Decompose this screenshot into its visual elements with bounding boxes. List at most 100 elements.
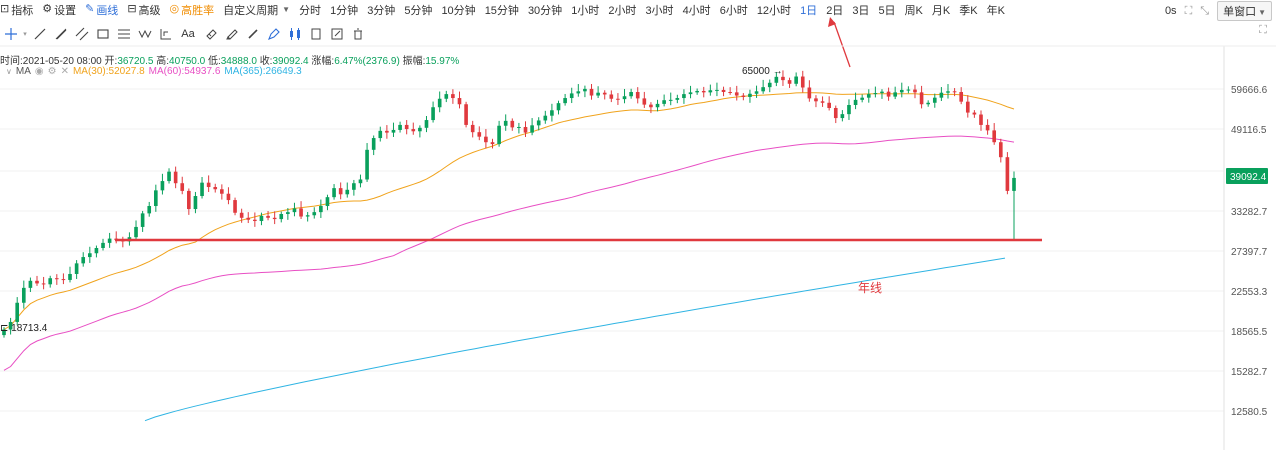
candle-body: [101, 242, 105, 249]
draw-pen-icon[interactable]: [263, 24, 284, 45]
period-tab[interactable]: 周K: [904, 4, 923, 17]
text-tool-icon[interactable]: Aa: [181, 28, 195, 40]
candle-body: [253, 219, 257, 222]
period-tab[interactable]: 月K: [931, 4, 951, 17]
candle-body: [913, 89, 917, 93]
measure-icon[interactable]: [155, 24, 176, 45]
fullscreen-corner-icon[interactable]: ⛶: [1259, 24, 1267, 36]
candle-body: [655, 103, 660, 108]
period-tab[interactable]: 6小时: [719, 4, 748, 17]
period-tab[interactable]: 30分钟: [527, 4, 563, 17]
candle-body: [94, 248, 99, 254]
target-icon: ◎: [169, 3, 180, 15]
period-tab[interactable]: 1小时: [571, 4, 600, 17]
chevron-down-icon: ▼: [282, 5, 291, 14]
pencil-icon: ✎: [85, 3, 95, 15]
period-tab[interactable]: 2日: [826, 4, 844, 17]
winrate-button[interactable]: ◎ 高胜率: [169, 3, 215, 17]
period-tabs: 分时 1分钟 3分钟 5分钟 10分钟 15分钟 30分钟 1小时 2小时 3小时 4小时 6小时 12…: [299, 2, 1014, 18]
candle-body: [358, 179, 363, 184]
trash-icon[interactable]: [347, 24, 368, 45]
candle-type-icon[interactable]: [284, 24, 305, 45]
period-tab[interactable]: 5分钟: [404, 4, 433, 17]
period-tab[interactable]: 季K: [959, 4, 978, 17]
close-icon[interactable]: ✕: [60, 66, 69, 77]
caret-small-icon[interactable]: ▾: [23, 31, 27, 38]
period-tab[interactable]: 5日: [878, 4, 896, 17]
fullscreen-icon[interactable]: ⛶: [1184, 4, 1193, 17]
collapse-icon[interactable]: ∨: [6, 67, 12, 76]
advanced-button[interactable]: ⊟ 高级: [127, 3, 161, 17]
magnet-icon[interactable]: [200, 24, 221, 45]
period-tab[interactable]: 12小时: [756, 4, 792, 17]
candle-body: [305, 215, 310, 217]
candle-body: [701, 90, 706, 93]
fib-lines-icon[interactable]: [113, 24, 134, 45]
y-tick-label: 18565.5: [1231, 327, 1268, 338]
period-tab[interactable]: 分时: [299, 4, 322, 17]
draw-line-button[interactable]: ✎ 画线: [85, 3, 119, 17]
period-tab[interactable]: 10分钟: [441, 4, 476, 17]
candle-body: [332, 188, 336, 198]
candle-body: [464, 104, 468, 125]
candle-body: [510, 120, 515, 128]
high-value: 40750.0: [169, 56, 206, 67]
y-tick-label: 49116.5: [1231, 125, 1267, 136]
candle-body: [860, 97, 864, 100]
settings-small-icon[interactable]: ⚙: [47, 66, 57, 77]
candle-body: [319, 206, 323, 213]
period-tab[interactable]: 1分钟: [330, 4, 359, 17]
close-label: 收:: [259, 56, 273, 67]
custom-period-dropdown[interactable]: 自定义周期 ▼: [223, 4, 291, 17]
high-price-label: 65000 →: [742, 66, 783, 77]
candle-body: [761, 87, 765, 92]
period-tab[interactable]: 4小时: [682, 4, 711, 17]
candle-body: [35, 280, 39, 284]
candle-body: [437, 98, 442, 108]
window-mode-dropdown[interactable]: 单窗口 ▼: [1217, 1, 1272, 21]
period-tab[interactable]: 3分钟: [367, 4, 396, 17]
settings-button[interactable]: ⚙ 设置: [42, 3, 77, 17]
indicators-button[interactable]: ⊡ 指标: [0, 3, 34, 17]
period-tab[interactable]: 3日: [852, 4, 870, 17]
wave-icon[interactable]: [134, 24, 155, 45]
candle-body: [985, 124, 990, 131]
candle-body: [239, 212, 244, 218]
candle-body: [134, 226, 138, 238]
period-tab[interactable]: 3小时: [645, 4, 674, 17]
eye-icon[interactable]: ◉: [34, 66, 44, 77]
restore-icon[interactable]: ⤡: [1200, 4, 1210, 17]
candle-body: [721, 89, 726, 93]
candle-body: [748, 93, 752, 97]
candle-body: [787, 80, 792, 84]
ma30-line: [3, 92, 1015, 330]
lock-draw-icon[interactable]: [221, 24, 242, 45]
candle-body: [992, 130, 997, 143]
candle-body: [61, 279, 66, 281]
rectangle-icon[interactable]: [92, 24, 113, 45]
candle-body: [345, 189, 350, 195]
edit-note-icon[interactable]: [326, 24, 347, 45]
candle-body: [774, 76, 779, 83]
candle-body: [583, 88, 587, 92]
high-label: 高:: [156, 56, 170, 67]
crosshair-icon[interactable]: [0, 24, 21, 45]
period-tab[interactable]: 2小时: [608, 4, 637, 17]
ray-line-icon[interactable]: [50, 24, 71, 45]
period-tab[interactable]: 15分钟: [484, 4, 519, 17]
eraser-icon[interactable]: [242, 24, 263, 45]
candle-body: [299, 208, 303, 217]
parallel-channel-icon[interactable]: [71, 24, 92, 45]
candle-body: [853, 99, 858, 105]
period-tab[interactable]: 1日: [800, 4, 818, 17]
candles: [2, 70, 1016, 338]
trend-line-icon[interactable]: [29, 24, 50, 45]
candle-body: [965, 101, 970, 113]
candle-body: [708, 90, 713, 93]
period-tab[interactable]: 年K: [986, 4, 1005, 17]
candle-body: [906, 89, 911, 91]
candle-body: [41, 283, 46, 285]
candle-body: [220, 189, 224, 194]
clipboard-icon[interactable]: [305, 24, 326, 45]
